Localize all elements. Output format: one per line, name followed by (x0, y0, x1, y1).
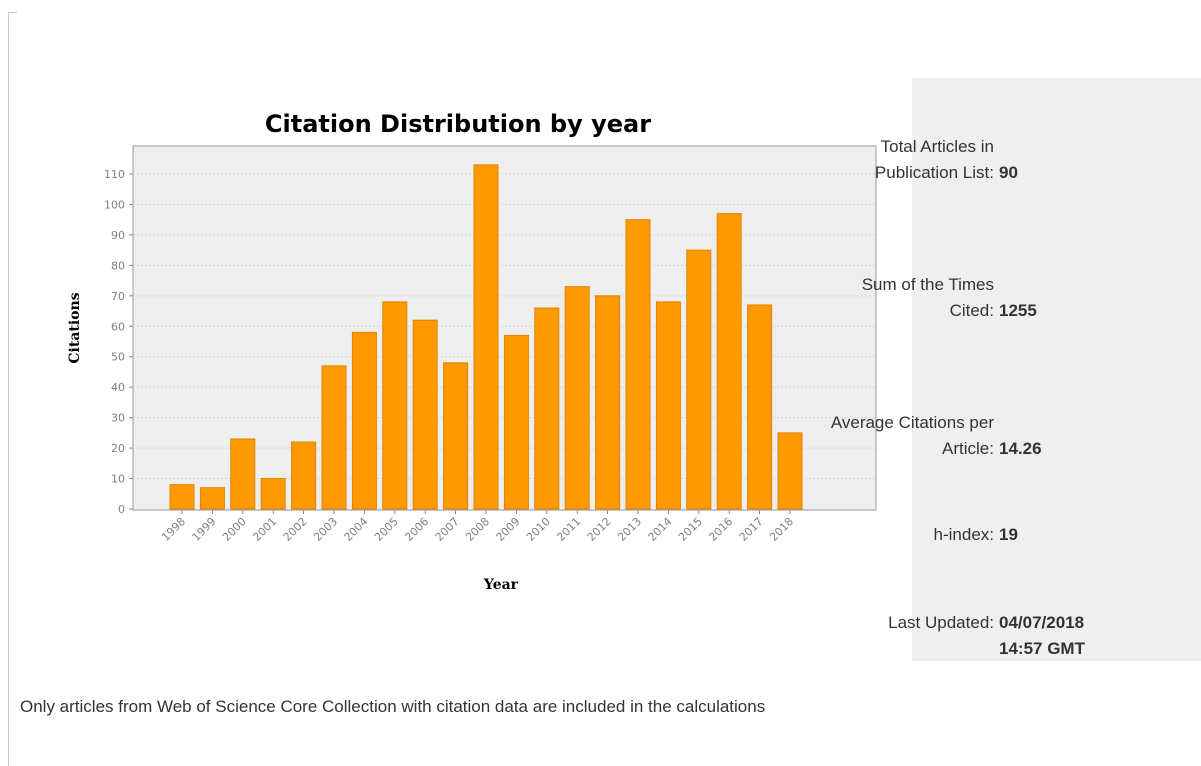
x-tick-label: 2009 (494, 515, 523, 544)
x-tick-label: 2013 (615, 515, 644, 544)
x-tick-label: 2016 (706, 515, 735, 544)
x-tick-label: 2007 (433, 515, 462, 544)
x-tick-label: 2008 (463, 515, 492, 544)
stat-value: 04/07/2018 14:57 GMT (999, 613, 1085, 658)
bar-2000 (230, 438, 256, 510)
content-frame (8, 12, 17, 766)
x-tick-label: 2011 (554, 515, 583, 544)
stat-last-updated: Last Updated: 04/07/2018 14:57 GMT (888, 556, 1201, 662)
stat-total-articles: Total Articles in Publication List: 90 (875, 106, 1201, 186)
bars (169, 164, 803, 510)
bar-2003 (321, 365, 347, 510)
x-tick-label: 1999 (190, 515, 219, 544)
bar-2014 (655, 301, 681, 510)
bar-2015 (686, 249, 712, 510)
y-tick-label: 100 (104, 198, 125, 211)
x-tick-label: 2000 (220, 515, 249, 544)
citation-bar-chart: Citation Distribution by year 0 10 20 30 40 5… (67, 110, 877, 593)
x-tick-label: 2012 (585, 515, 614, 544)
x-tick-label: 2001 (250, 515, 279, 544)
y-tick-label: 30 (111, 412, 125, 425)
bar-2009 (503, 334, 529, 510)
stat-value: 1255 (999, 301, 1037, 320)
bar-1998 (169, 484, 195, 510)
bar-2001 (260, 478, 286, 510)
bar-2016 (716, 213, 742, 510)
footnote: Only articles from Web of Science Core C… (20, 697, 766, 716)
stat-label: Sum of the Times Cited: (861, 275, 994, 320)
x-axis-ticks: 1998 1999 2000 2001 2002 2003 2004 2005 2006 2007… (159, 510, 796, 544)
stat-sum-times-cited: Sum of the Times Cited: 1255 (862, 244, 1201, 324)
stat-label: Average Citations per Article: (830, 413, 994, 458)
stat-label: h-index: (933, 525, 994, 544)
x-tick-label: 2002 (281, 515, 310, 544)
x-tick-label: 2006 (402, 515, 431, 544)
y-tick-label: 0 (118, 503, 125, 516)
stat-label: Last Updated: (888, 613, 994, 632)
chart-title: Citation Distribution by year (265, 110, 651, 138)
bar-2010 (534, 307, 560, 510)
bar-2018 (777, 432, 803, 510)
y-tick-label: 70 (111, 290, 125, 303)
stat-value: 14.26 (999, 439, 1042, 458)
stat-average-citations: Average Citations per Article: 14.26 (831, 382, 1201, 462)
y-tick-label: 80 (111, 259, 125, 272)
y-axis-label: Citations (67, 292, 83, 363)
x-tick-label: 2003 (311, 515, 340, 544)
bar-2013 (625, 219, 651, 510)
bar-2005 (382, 301, 408, 510)
bar-2017 (747, 304, 773, 510)
x-tick-label: 2017 (737, 515, 766, 544)
y-tick-label: 90 (111, 229, 125, 242)
stat-h-index: h-index: 19 (912, 468, 1201, 548)
y-tick-label: 10 (111, 473, 125, 486)
y-tick-label: 110 (104, 168, 125, 181)
bar-2006 (412, 319, 438, 510)
x-tick-label: 2014 (646, 515, 675, 544)
stat-value: 19 (999, 525, 1018, 544)
x-tick-label: 2015 (676, 515, 705, 544)
y-axis-ticks: 0 10 20 30 40 50 60 70 80 90 100 110 (104, 168, 133, 516)
bar-2004 (351, 331, 377, 510)
x-tick-label: 2004 (342, 515, 371, 544)
bar-2012 (595, 295, 621, 510)
y-tick-label: 50 (111, 351, 125, 364)
y-tick-label: 40 (111, 381, 125, 394)
bar-2007 (443, 362, 469, 510)
stat-label: Total Articles in Publication List: (874, 137, 994, 182)
x-tick-label: 2010 (524, 515, 553, 544)
stat-value: 90 (999, 163, 1018, 182)
bar-2002 (291, 441, 317, 510)
x-tick-label: 2005 (372, 515, 401, 544)
x-tick-label: 2018 (767, 515, 796, 544)
bar-1999 (199, 487, 225, 510)
x-tick-label: 1998 (159, 515, 188, 544)
x-axis-label: Year (483, 577, 519, 593)
bar-2008 (473, 164, 499, 510)
y-tick-label: 20 (111, 442, 125, 455)
bar-2011 (564, 286, 590, 510)
stats-panel: Total Articles in Publication List: 90 S… (831, 78, 1201, 662)
y-tick-label: 60 (111, 320, 125, 333)
